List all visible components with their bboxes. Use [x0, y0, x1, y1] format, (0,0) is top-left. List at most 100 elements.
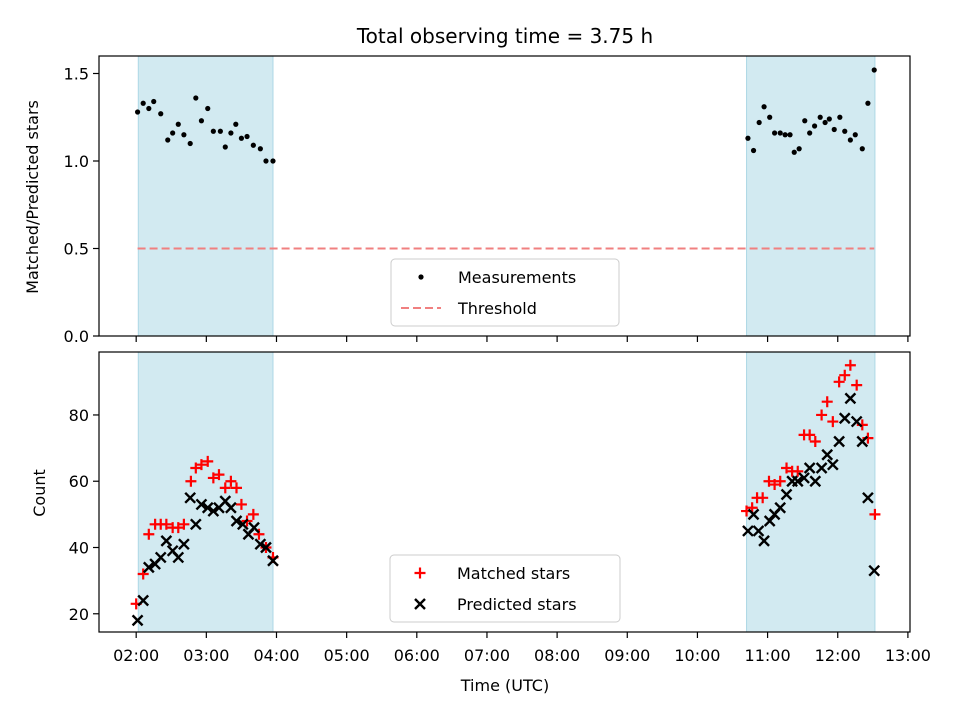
series-predicted-stars	[131, 392, 881, 627]
x-tick-label: 09:00	[604, 646, 650, 665]
data-point	[178, 538, 190, 551]
bottom-panel: 20 40 60 80 02:00 03:00 04:00 05:00 06:00 07:00 08…	[69, 351, 931, 665]
data-point	[247, 508, 259, 520]
data-point	[238, 135, 245, 141]
data-point	[210, 128, 216, 134]
top-panel: 0.0 0.5 1.0 1.5 Measurements Threshold	[64, 55, 911, 346]
data-point	[140, 100, 146, 106]
data-point	[142, 561, 155, 574]
data-point	[865, 100, 871, 106]
data-point	[250, 142, 256, 148]
data-point	[225, 501, 237, 514]
series-matched-stars	[130, 359, 881, 610]
data-point	[816, 409, 828, 421]
data-point	[781, 462, 793, 474]
data-point	[869, 508, 881, 520]
data-point	[827, 416, 839, 428]
data-point	[809, 475, 822, 488]
data-point	[826, 116, 832, 122]
data-point	[198, 118, 205, 124]
observing-window-0	[137, 55, 274, 337]
data-point	[193, 95, 199, 101]
data-point	[228, 130, 234, 136]
data-point	[222, 144, 228, 150]
y-tick-label: 0.5	[64, 240, 89, 259]
data-point	[219, 482, 231, 494]
data-point	[137, 594, 150, 607]
x-tick-label: 11:00	[745, 646, 791, 665]
data-point	[236, 518, 249, 531]
data-point	[774, 475, 786, 487]
data-point	[263, 158, 269, 164]
data-point	[195, 498, 208, 511]
series-group	[134, 67, 877, 250]
data-point	[811, 123, 818, 129]
data-point	[791, 475, 804, 488]
data-point	[260, 541, 272, 554]
data-point	[796, 146, 802, 152]
data-point	[817, 114, 823, 120]
data-point	[207, 505, 220, 517]
data-point	[771, 130, 778, 136]
x-tick-label: 04:00	[253, 646, 299, 665]
data-point	[826, 458, 839, 471]
observing-window-1	[746, 55, 876, 337]
x-tick-label: 03:00	[183, 646, 229, 665]
data-point	[175, 121, 181, 127]
data-point	[803, 462, 816, 474]
data-point	[742, 525, 754, 537]
legend: Matched stars Predicted stars	[389, 554, 621, 623]
data-point	[185, 475, 197, 487]
bottom-panel-ylabel: Count	[30, 469, 49, 517]
data-point	[833, 435, 845, 448]
data-point	[131, 614, 144, 627]
data-point	[815, 462, 828, 474]
data-point	[842, 128, 848, 134]
x-tick-label: 12:00	[815, 646, 861, 665]
data-point	[231, 482, 243, 494]
data-point	[189, 518, 202, 531]
data-point	[850, 415, 863, 428]
data-point	[745, 135, 751, 141]
data-point	[868, 564, 881, 577]
data-point	[134, 109, 141, 115]
data-point	[782, 132, 788, 138]
y-tick-label: 0.0	[64, 327, 89, 346]
data-point	[195, 459, 207, 471]
data-point	[791, 149, 797, 155]
data-point	[750, 147, 757, 154]
data-point	[862, 491, 874, 504]
observing-window-1	[746, 351, 876, 633]
data-point	[190, 462, 202, 474]
data-point	[844, 392, 857, 405]
data-point	[165, 137, 171, 143]
data-point	[752, 525, 765, 537]
x-tick-label: 05:00	[324, 646, 370, 665]
legend-label: Threshold	[457, 299, 537, 318]
data-point	[172, 551, 185, 564]
x-tick-label: 06:00	[394, 646, 440, 665]
data-point	[267, 554, 279, 567]
data-point	[217, 128, 223, 134]
axes-frame	[98, 351, 911, 633]
data-point	[756, 119, 762, 126]
y-tick-label: 40	[69, 539, 89, 558]
data-point	[270, 158, 276, 164]
data-point	[757, 492, 769, 504]
data-point	[207, 472, 219, 484]
data-point	[202, 455, 214, 467]
data-point	[833, 376, 845, 388]
data-point	[837, 114, 843, 120]
data-point	[769, 479, 781, 491]
data-point	[821, 396, 833, 408]
legend-label: Measurements	[458, 268, 576, 287]
data-point	[201, 501, 214, 514]
data-point	[798, 472, 810, 484]
data-point	[172, 522, 184, 534]
data-point	[792, 465, 804, 477]
data-point	[807, 130, 813, 136]
data-point	[831, 126, 837, 133]
data-point	[160, 535, 173, 547]
data-point	[146, 105, 152, 112]
